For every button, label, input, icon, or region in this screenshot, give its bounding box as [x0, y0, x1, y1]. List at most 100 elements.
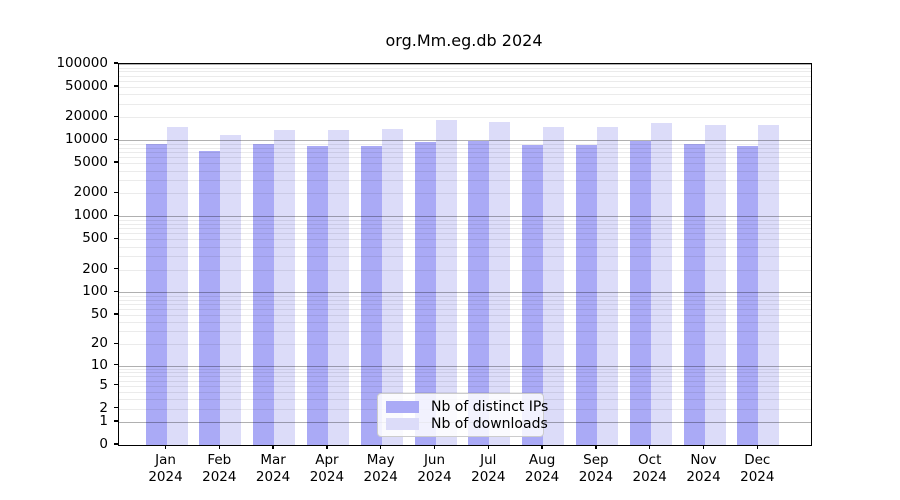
x-tick-month: Feb	[207, 452, 232, 468]
x-tick-label-oct: Oct 2024	[620, 452, 680, 486]
x-tick-jul	[487, 445, 489, 450]
y-tick-10000	[114, 138, 118, 140]
x-tick-label-may: May 2024	[351, 452, 411, 486]
gridline-minor-6000	[119, 157, 811, 159]
x-tick-oct	[649, 445, 651, 450]
x-tick-label-jul: Jul 2024	[458, 452, 518, 486]
x-tick-month: Sep	[583, 452, 609, 468]
y-tick-20000	[114, 115, 118, 117]
gridline-minor-70	[119, 303, 811, 305]
y-tick-10	[114, 363, 118, 366]
x-tick-year: 2024	[363, 469, 398, 485]
gridline-minor-90	[119, 295, 811, 297]
y-tick-label-5000: 5000	[73, 154, 108, 171]
x-tick-apr	[326, 445, 328, 450]
gridline-minor-7	[119, 376, 811, 378]
gridline-minor-2000	[119, 193, 811, 195]
y-tick-label-100000: 100000	[56, 55, 108, 71]
plot-area	[118, 63, 812, 446]
gridline-minor-800	[119, 223, 811, 225]
gridline-minor-9	[119, 368, 811, 370]
x-tick-month: Mar	[260, 452, 286, 468]
x-tick-aug	[541, 445, 543, 450]
gridline-minor-70000	[119, 75, 811, 77]
gridline-minor-8	[119, 372, 811, 374]
legend-swatch-ips	[386, 401, 419, 413]
gridline-minor-400	[119, 246, 811, 248]
gridline-major-10000	[119, 140, 811, 142]
x-tick-label-feb: Feb 2024	[189, 452, 249, 486]
gridline-minor-700	[119, 228, 811, 230]
bar-distinct-ips-mar	[253, 144, 275, 445]
x-tick-may	[380, 445, 382, 450]
x-tick-dec	[756, 445, 758, 450]
gridline-major-10	[119, 365, 811, 367]
x-tick-label-jan: Jan 2024	[136, 452, 196, 486]
bar-downloads-sep	[596, 126, 618, 445]
y-tick-100000	[114, 62, 118, 64]
bar-downloads-feb	[220, 134, 242, 445]
x-tick-month: Dec	[744, 452, 771, 468]
x-tick-jun	[433, 445, 436, 450]
gridline-minor-20	[119, 344, 811, 346]
gridline-minor-7000	[119, 152, 811, 153]
x-tick-label-nov: Nov 2024	[674, 452, 734, 486]
x-tick-year: 2024	[471, 469, 506, 485]
y-tick-label-200: 200	[82, 260, 108, 277]
x-tick-year: 2024	[686, 469, 721, 485]
x-tick-month: Jun	[423, 452, 446, 468]
bar-downloads-oct	[650, 122, 672, 445]
gridline-minor-80000	[119, 71, 811, 73]
gridline-minor-30000	[119, 103, 811, 105]
y-tick-100	[114, 290, 118, 292]
x-tick-year: 2024	[255, 469, 291, 485]
gridline-minor-50	[119, 314, 811, 316]
gridline-major-100000	[119, 64, 811, 65]
y-tick-5	[114, 384, 118, 386]
bar-downloads-mar	[274, 130, 296, 445]
gridline-minor-600	[119, 233, 811, 235]
legend-item-distinct-ips: Nb of distinct IPs	[386, 399, 548, 415]
x-tick-mar	[272, 445, 274, 450]
y-tick-5000	[114, 161, 118, 163]
y-tick-label-50: 50	[90, 305, 108, 322]
x-tick-label-dec: Dec 2024	[727, 452, 787, 486]
bar-downloads-jan	[166, 126, 188, 445]
gridline-minor-500	[119, 239, 811, 241]
bar-downloads-jul	[489, 121, 511, 445]
y-tick-label-500: 500	[82, 230, 108, 247]
x-tick-month: May	[366, 452, 395, 468]
y-tick-label-0: 0	[99, 436, 108, 452]
y-tick-2000	[114, 191, 118, 194]
gridline-minor-80	[119, 299, 811, 301]
gridline-minor-5000	[119, 163, 811, 165]
y-tick-label-100: 100	[82, 283, 108, 300]
x-tick-month: Aug	[528, 452, 556, 468]
x-tick-year: 2024	[524, 469, 560, 485]
x-tick-nov	[702, 445, 705, 450]
y-tick-0	[114, 443, 118, 445]
legend-label-distinct-ips: Nb of distinct IPs	[431, 399, 549, 415]
y-tick-200	[114, 267, 118, 270]
bar-downloads-apr	[327, 130, 349, 445]
bar-downloads-nov	[704, 124, 726, 445]
bar-downloads-dec	[758, 125, 780, 445]
x-tick-month: Apr	[315, 452, 339, 468]
bar-downloads-aug	[543, 127, 565, 445]
x-tick-month: Jul	[480, 452, 497, 468]
gridline-minor-30	[119, 331, 811, 333]
y-tick-label-2000: 2000	[73, 184, 108, 201]
x-tick-label-mar: Mar 2024	[243, 452, 303, 486]
gridline-minor-90000	[119, 67, 811, 69]
x-tick-year: 2024	[578, 469, 614, 485]
x-tick-year: 2024	[740, 469, 775, 485]
y-tick-label-1000: 1000	[73, 207, 108, 224]
y-tick-label-50000: 50000	[65, 77, 108, 94]
x-tick-jan	[164, 445, 167, 450]
gridline-minor-300	[119, 256, 811, 258]
x-tick-label-sep: Sep 2024	[566, 452, 626, 486]
gridline-minor-3000	[119, 180, 811, 181]
gridline-major-1000	[119, 216, 811, 218]
gridline-minor-20000	[119, 117, 811, 119]
y-tick-label-20: 20	[90, 335, 108, 352]
